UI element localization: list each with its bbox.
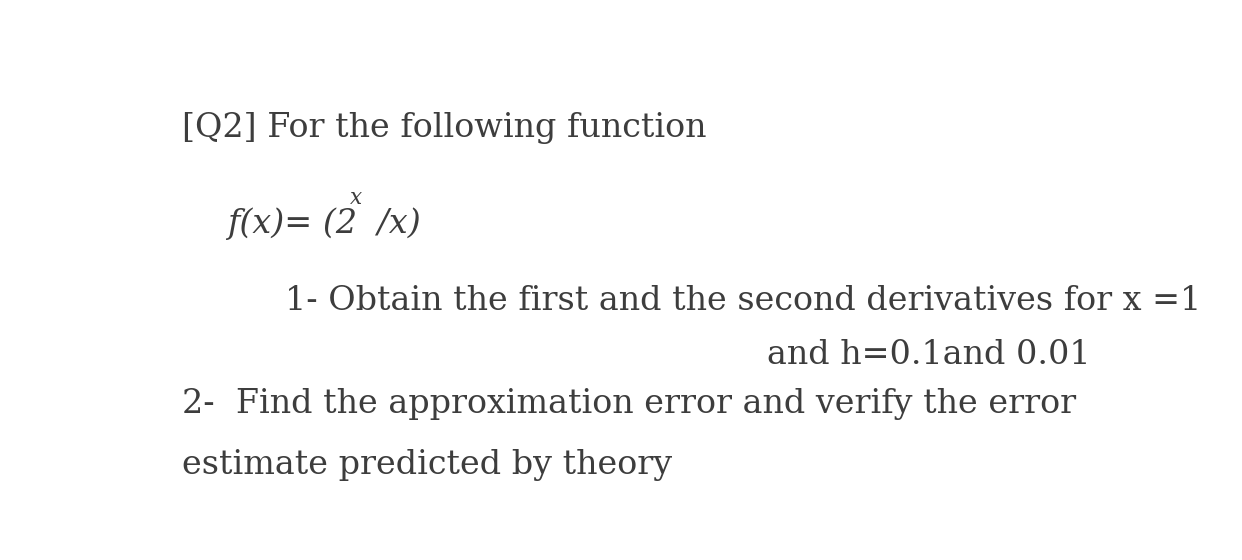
Text: /x): /x) bbox=[368, 207, 421, 239]
Text: and h=0.1and 0.01: and h=0.1and 0.01 bbox=[768, 339, 1090, 371]
Text: [Q2] For the following function: [Q2] For the following function bbox=[183, 113, 707, 144]
Text: x: x bbox=[350, 186, 361, 209]
Text: f(x)= (2: f(x)= (2 bbox=[227, 207, 358, 240]
Text: estimate predicted by theory: estimate predicted by theory bbox=[183, 449, 672, 481]
Text: 2-  Find the approximation error and verify the error: 2- Find the approximation error and veri… bbox=[183, 389, 1077, 421]
Text: 1- Obtain the first and the second derivatives for x =1: 1- Obtain the first and the second deriv… bbox=[286, 285, 1201, 317]
